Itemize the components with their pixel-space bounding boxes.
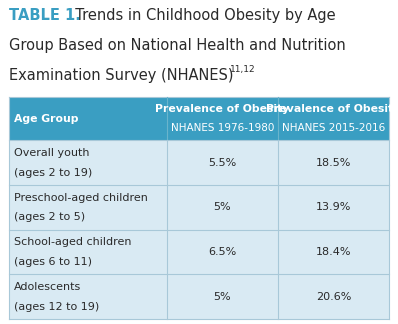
Text: 18.5%: 18.5% [316,158,351,168]
Text: 20.6%: 20.6% [316,292,351,302]
Text: Overall youth: Overall youth [14,148,89,158]
Text: 13.9%: 13.9% [316,202,351,213]
Text: NHANES 2015-2016: NHANES 2015-2016 [282,123,385,133]
Text: Examination Survey (NHANES): Examination Survey (NHANES) [9,68,233,83]
Text: School-aged children: School-aged children [14,237,131,247]
Text: 6.5%: 6.5% [208,247,236,257]
Bar [9,97,389,319]
Text: 5%: 5% [213,292,231,302]
Text: Prevalence of Obesity: Prevalence of Obesity [266,104,398,114]
Text: (ages 12 to 19): (ages 12 to 19) [14,302,99,312]
Text: Prevalence of Obesity: Prevalence of Obesity [155,104,289,114]
Text: Group Based on National Health and Nutrition: Group Based on National Health and Nutri… [9,38,345,53]
Text: 18.4%: 18.4% [316,247,351,257]
Text: TABLE 1.: TABLE 1. [9,8,81,23]
Text: Adolescents: Adolescents [14,282,81,292]
Text: 5%: 5% [213,202,231,213]
Text: Age Group: Age Group [14,114,78,124]
Text: 5.5%: 5.5% [208,158,236,168]
Text: (ages 2 to 19): (ages 2 to 19) [14,168,92,178]
Text: 11,12: 11,12 [230,65,255,74]
Text: (ages 6 to 11): (ages 6 to 11) [14,257,92,267]
Text: Trends in Childhood Obesity by Age: Trends in Childhood Obesity by Age [66,8,336,23]
Text: (ages 2 to 5): (ages 2 to 5) [14,212,85,222]
Text: Preschool-aged children: Preschool-aged children [14,193,147,202]
Bar [9,97,389,141]
Text: NHANES 1976-1980: NHANES 1976-1980 [170,123,274,133]
